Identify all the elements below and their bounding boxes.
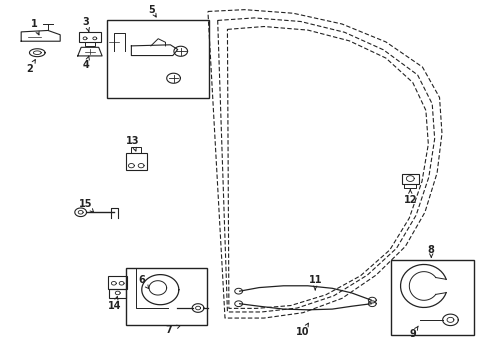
Text: 7: 7: [165, 325, 172, 335]
Text: 12: 12: [403, 195, 416, 205]
Bar: [79, 32, 101, 42]
Bar: [401, 174, 418, 184]
Text: 11: 11: [308, 275, 321, 285]
Text: 1: 1: [30, 19, 37, 29]
Text: 3: 3: [82, 17, 89, 27]
Bar: [390, 260, 473, 335]
Text: 9: 9: [408, 329, 415, 339]
Bar: [108, 276, 127, 289]
Bar: [131, 147, 141, 153]
Text: 6: 6: [139, 275, 145, 285]
Bar: [126, 268, 206, 325]
Text: 8: 8: [427, 245, 434, 255]
Text: 10: 10: [296, 327, 309, 337]
Text: 5: 5: [148, 5, 155, 15]
Text: 14: 14: [107, 301, 121, 311]
Text: 15: 15: [79, 199, 93, 210]
Text: 4: 4: [82, 60, 89, 70]
Bar: [85, 42, 95, 45]
Text: 13: 13: [125, 136, 139, 146]
Bar: [109, 289, 126, 298]
Bar: [125, 153, 147, 170]
Text: 2: 2: [26, 64, 33, 74]
Bar: [107, 21, 209, 98]
